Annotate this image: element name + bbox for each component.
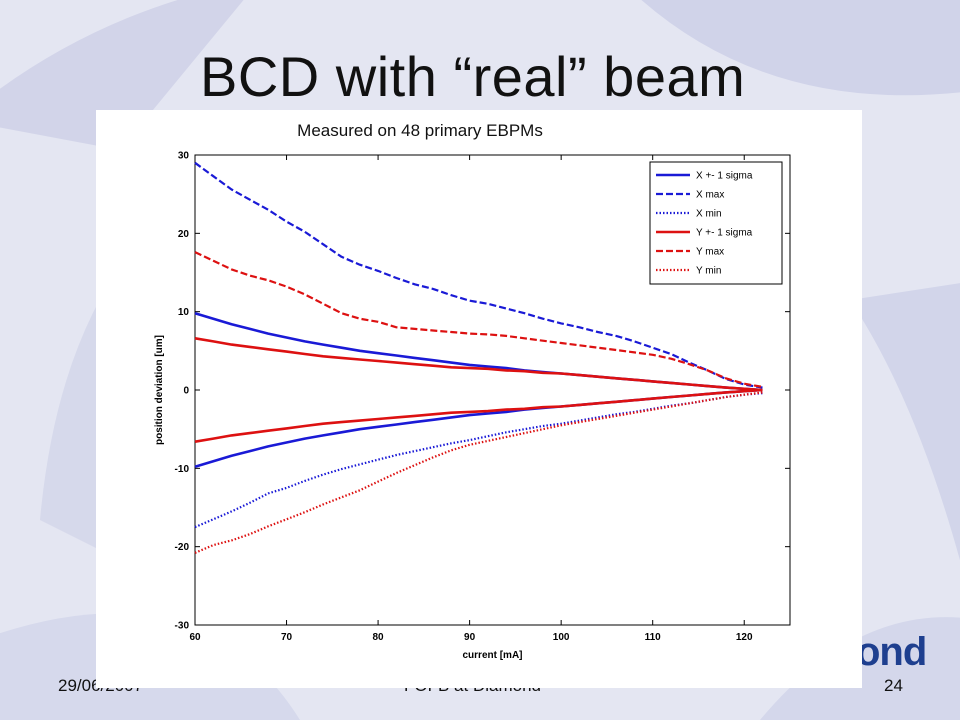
x-tick-label: 70 bbox=[281, 632, 293, 643]
diamond-logo-fragment: ond bbox=[856, 630, 927, 674]
x-tick-label: 90 bbox=[464, 632, 476, 643]
legend-label: Y max bbox=[696, 247, 724, 258]
series-line-y-1-sigma bbox=[194, 337, 763, 392]
y-axis-label: position deviation [um] bbox=[154, 335, 165, 445]
series-line-y-max bbox=[194, 251, 763, 388]
x-axis-label: current [mA] bbox=[462, 650, 522, 661]
y-tick-label: 30 bbox=[178, 151, 190, 162]
slide-title: BCD with “real” beam bbox=[200, 45, 746, 108]
x-tick-label: 100 bbox=[553, 632, 570, 643]
y-tick-label: 0 bbox=[183, 386, 189, 397]
legend-label: X +- 1 sigma bbox=[696, 171, 753, 182]
x-tick-label: 80 bbox=[373, 632, 385, 643]
x-tick-label: 120 bbox=[736, 632, 753, 643]
chart-title: Measured on 48 primary EBPMs bbox=[297, 121, 543, 140]
series-line-y-1-sigma-lower bbox=[194, 388, 763, 443]
x-tick-label: 110 bbox=[645, 632, 662, 643]
legend-label: X min bbox=[696, 209, 722, 220]
y-tick-label: -10 bbox=[175, 464, 190, 475]
legend-label: Y +- 1 sigma bbox=[696, 228, 753, 239]
y-tick-label: -30 bbox=[175, 621, 190, 632]
chart-figure: Measured on 48 primary EBPMs 60 70 80 90 100 1… bbox=[96, 110, 862, 688]
series-line-y-min bbox=[194, 391, 763, 554]
legend-label: Y min bbox=[696, 266, 721, 277]
y-tick-label: -20 bbox=[175, 542, 190, 553]
x-tick-label: 60 bbox=[189, 632, 201, 643]
y-tick-label: 10 bbox=[178, 307, 190, 318]
page-number: 24 bbox=[884, 676, 903, 695]
legend-box bbox=[649, 161, 783, 285]
y-tick-label: 20 bbox=[178, 229, 190, 240]
series-line-x-max bbox=[194, 161, 763, 389]
legend-label: X max bbox=[696, 190, 724, 201]
